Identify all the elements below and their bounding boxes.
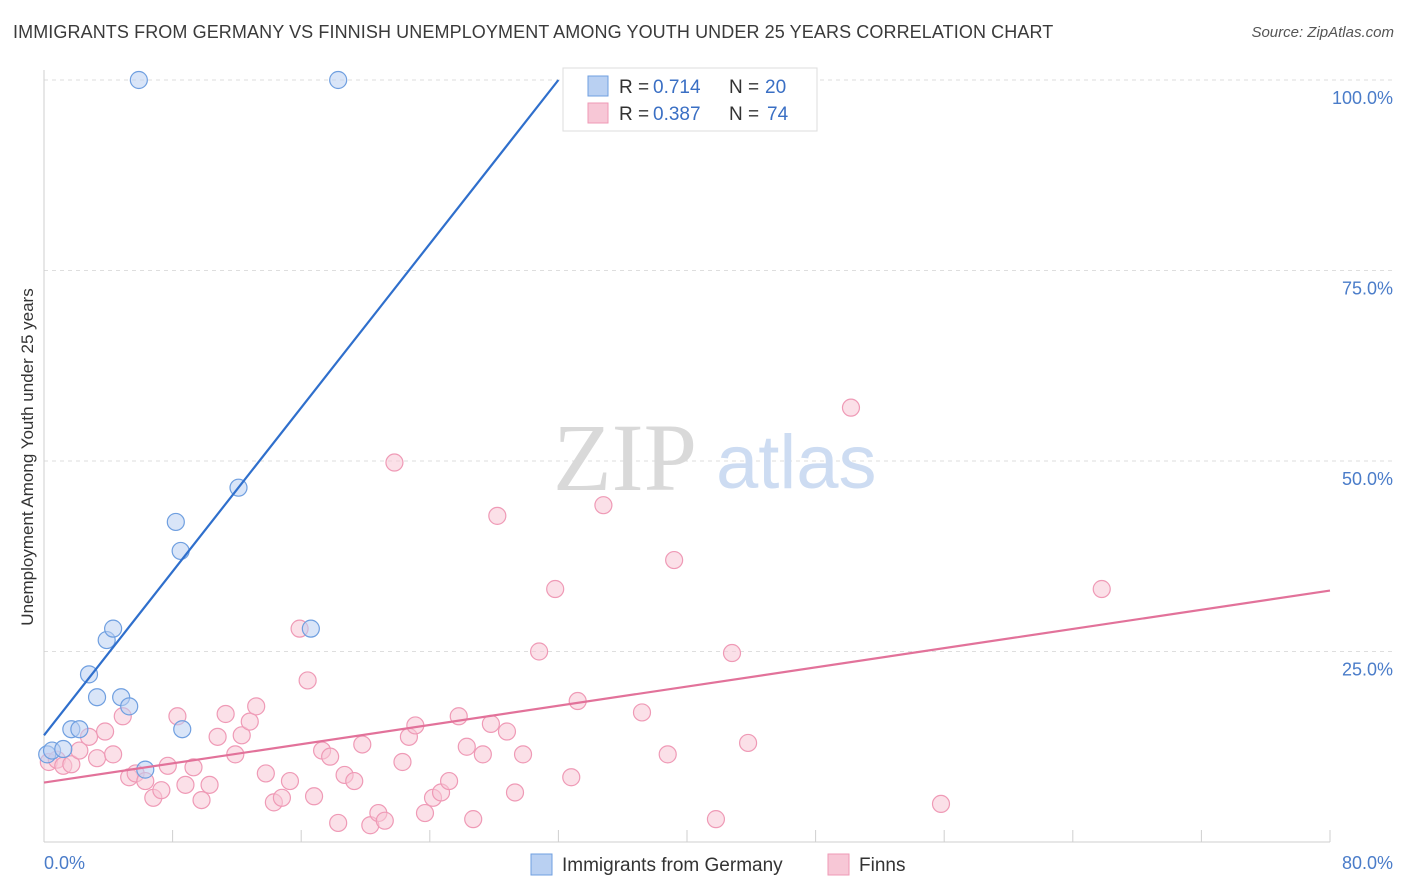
series-legend-swatch-finns bbox=[827, 853, 850, 876]
y-tick-label-0: 25.0% bbox=[1342, 660, 1393, 680]
germany-point-5 bbox=[79, 665, 99, 684]
legend-r-value-germany: 0.714 bbox=[653, 77, 701, 98]
finns-point-30 bbox=[280, 771, 300, 791]
finns-point-36 bbox=[329, 813, 348, 833]
finns-point-53 bbox=[464, 810, 483, 829]
series-legend-swatch-germany bbox=[530, 853, 553, 876]
legend-r-label-germany: R = bbox=[619, 77, 649, 98]
germany-point-14 bbox=[171, 541, 190, 561]
chart-title: IMMIGRANTS FROM GERMANY VS FINNISH UNEMP… bbox=[13, 22, 1054, 42]
germany-points bbox=[38, 70, 613, 779]
finns-point-38 bbox=[345, 771, 364, 791]
finns-point-21 bbox=[208, 727, 227, 746]
finns-point-39 bbox=[353, 735, 372, 754]
legend-swatch-germany bbox=[587, 75, 609, 97]
finns-point-47 bbox=[415, 803, 435, 823]
finns-point-65 bbox=[632, 703, 652, 722]
finns-point-25 bbox=[240, 712, 259, 731]
watermark-zip: ZIP bbox=[553, 404, 697, 511]
finns-point-72 bbox=[931, 794, 951, 814]
legend-r-value-finns: 0.387 bbox=[653, 104, 701, 125]
finns-point-60 bbox=[530, 642, 549, 661]
finns-point-19 bbox=[192, 790, 211, 810]
legend-r-label-finns: R = bbox=[619, 104, 649, 125]
germany-point-10 bbox=[120, 697, 139, 716]
legend-swatch-finns bbox=[587, 102, 609, 124]
y-tick-labels: 25.0% 50.0% 75.0% 100.0% bbox=[1332, 88, 1393, 680]
finns-point-33 bbox=[304, 787, 324, 806]
germany-trend-line bbox=[43, 79, 560, 736]
finns-point-73 bbox=[1092, 579, 1111, 599]
finns-point-69 bbox=[722, 643, 742, 663]
finns-point-17 bbox=[176, 775, 195, 794]
trend-lines bbox=[43, 79, 1331, 784]
finns-point-59 bbox=[513, 745, 533, 764]
y-tick-label-2: 75.0% bbox=[1342, 279, 1393, 299]
finns-point-42 bbox=[375, 811, 394, 830]
x-ticks bbox=[172, 830, 1331, 842]
germany-point-18 bbox=[329, 70, 348, 90]
legend: R = 0.714 N = 20 R = 0.387 N = 74 bbox=[562, 67, 818, 132]
series-legend-label-germany: Immigrants from Germany bbox=[562, 855, 783, 876]
germany-point-12 bbox=[129, 70, 148, 90]
finns-point-54 bbox=[473, 745, 492, 764]
germany-point-15 bbox=[173, 720, 192, 739]
finns-point-3 bbox=[62, 755, 81, 774]
y-tick-label-3: 100.0% bbox=[1332, 88, 1393, 108]
finns-point-6 bbox=[87, 749, 107, 768]
legend-n-value-finns: 74 bbox=[767, 104, 789, 125]
germany-point-13 bbox=[166, 512, 185, 532]
finns-point-57 bbox=[497, 722, 517, 741]
finns-point-7 bbox=[95, 722, 115, 741]
legend-n-value-germany: 20 bbox=[765, 77, 786, 98]
legend-n-label-germany: N = bbox=[729, 77, 759, 98]
finns-point-52 bbox=[457, 737, 476, 756]
finns-point-55 bbox=[481, 714, 500, 733]
legend-n-label-finns: N = bbox=[729, 104, 759, 125]
finns-point-24 bbox=[232, 726, 251, 745]
finns-point-62 bbox=[562, 768, 581, 787]
finns-point-61 bbox=[546, 579, 565, 599]
finns-point-26 bbox=[247, 697, 266, 716]
finns-point-44 bbox=[393, 752, 412, 772]
finns-point-43 bbox=[385, 453, 404, 472]
y-axis-title: Unemployment Among Youth under 25 years bbox=[18, 288, 37, 625]
y-tick-label-1: 50.0% bbox=[1342, 469, 1393, 489]
watermark: ZIP atlas bbox=[553, 404, 877, 511]
x-tick-label-min: 0.0% bbox=[44, 853, 85, 873]
finns-point-14 bbox=[152, 781, 171, 800]
finns-point-27 bbox=[256, 764, 275, 783]
x-tick-label-max: 80.0% bbox=[1342, 853, 1393, 873]
finns-trend-line bbox=[43, 589, 1331, 784]
series-legend: Immigrants from Germany Finns bbox=[530, 853, 905, 876]
finns-point-68 bbox=[706, 810, 726, 829]
germany-point-4 bbox=[70, 720, 89, 739]
finns-point-29 bbox=[272, 788, 292, 807]
finns-point-67 bbox=[665, 550, 684, 570]
finns-point-50 bbox=[439, 771, 459, 791]
finns-point-35 bbox=[321, 747, 340, 766]
germany-point-8 bbox=[104, 619, 123, 638]
germany-point-6 bbox=[87, 688, 107, 707]
finns-point-18 bbox=[184, 758, 203, 777]
finns-point-71 bbox=[841, 398, 861, 417]
finns-point-64 bbox=[594, 496, 613, 515]
germany-point-11 bbox=[136, 760, 155, 779]
finns-point-32 bbox=[298, 671, 317, 690]
chart-source: Source: ZipAtlas.com bbox=[1251, 24, 1394, 41]
finns-point-8 bbox=[104, 745, 123, 764]
germany-point-2 bbox=[54, 739, 73, 759]
watermark-atlas: atlas bbox=[716, 420, 877, 505]
finns-point-22 bbox=[216, 704, 235, 724]
finns-point-56 bbox=[488, 506, 507, 525]
finns-point-58 bbox=[505, 783, 525, 802]
finns-point-20 bbox=[200, 775, 219, 794]
finns-point-70 bbox=[738, 733, 758, 753]
gridlines bbox=[44, 79, 1393, 652]
germany-point-17 bbox=[301, 619, 320, 638]
finns-point-66 bbox=[658, 745, 677, 764]
series-legend-label-finns: Finns bbox=[859, 855, 905, 876]
